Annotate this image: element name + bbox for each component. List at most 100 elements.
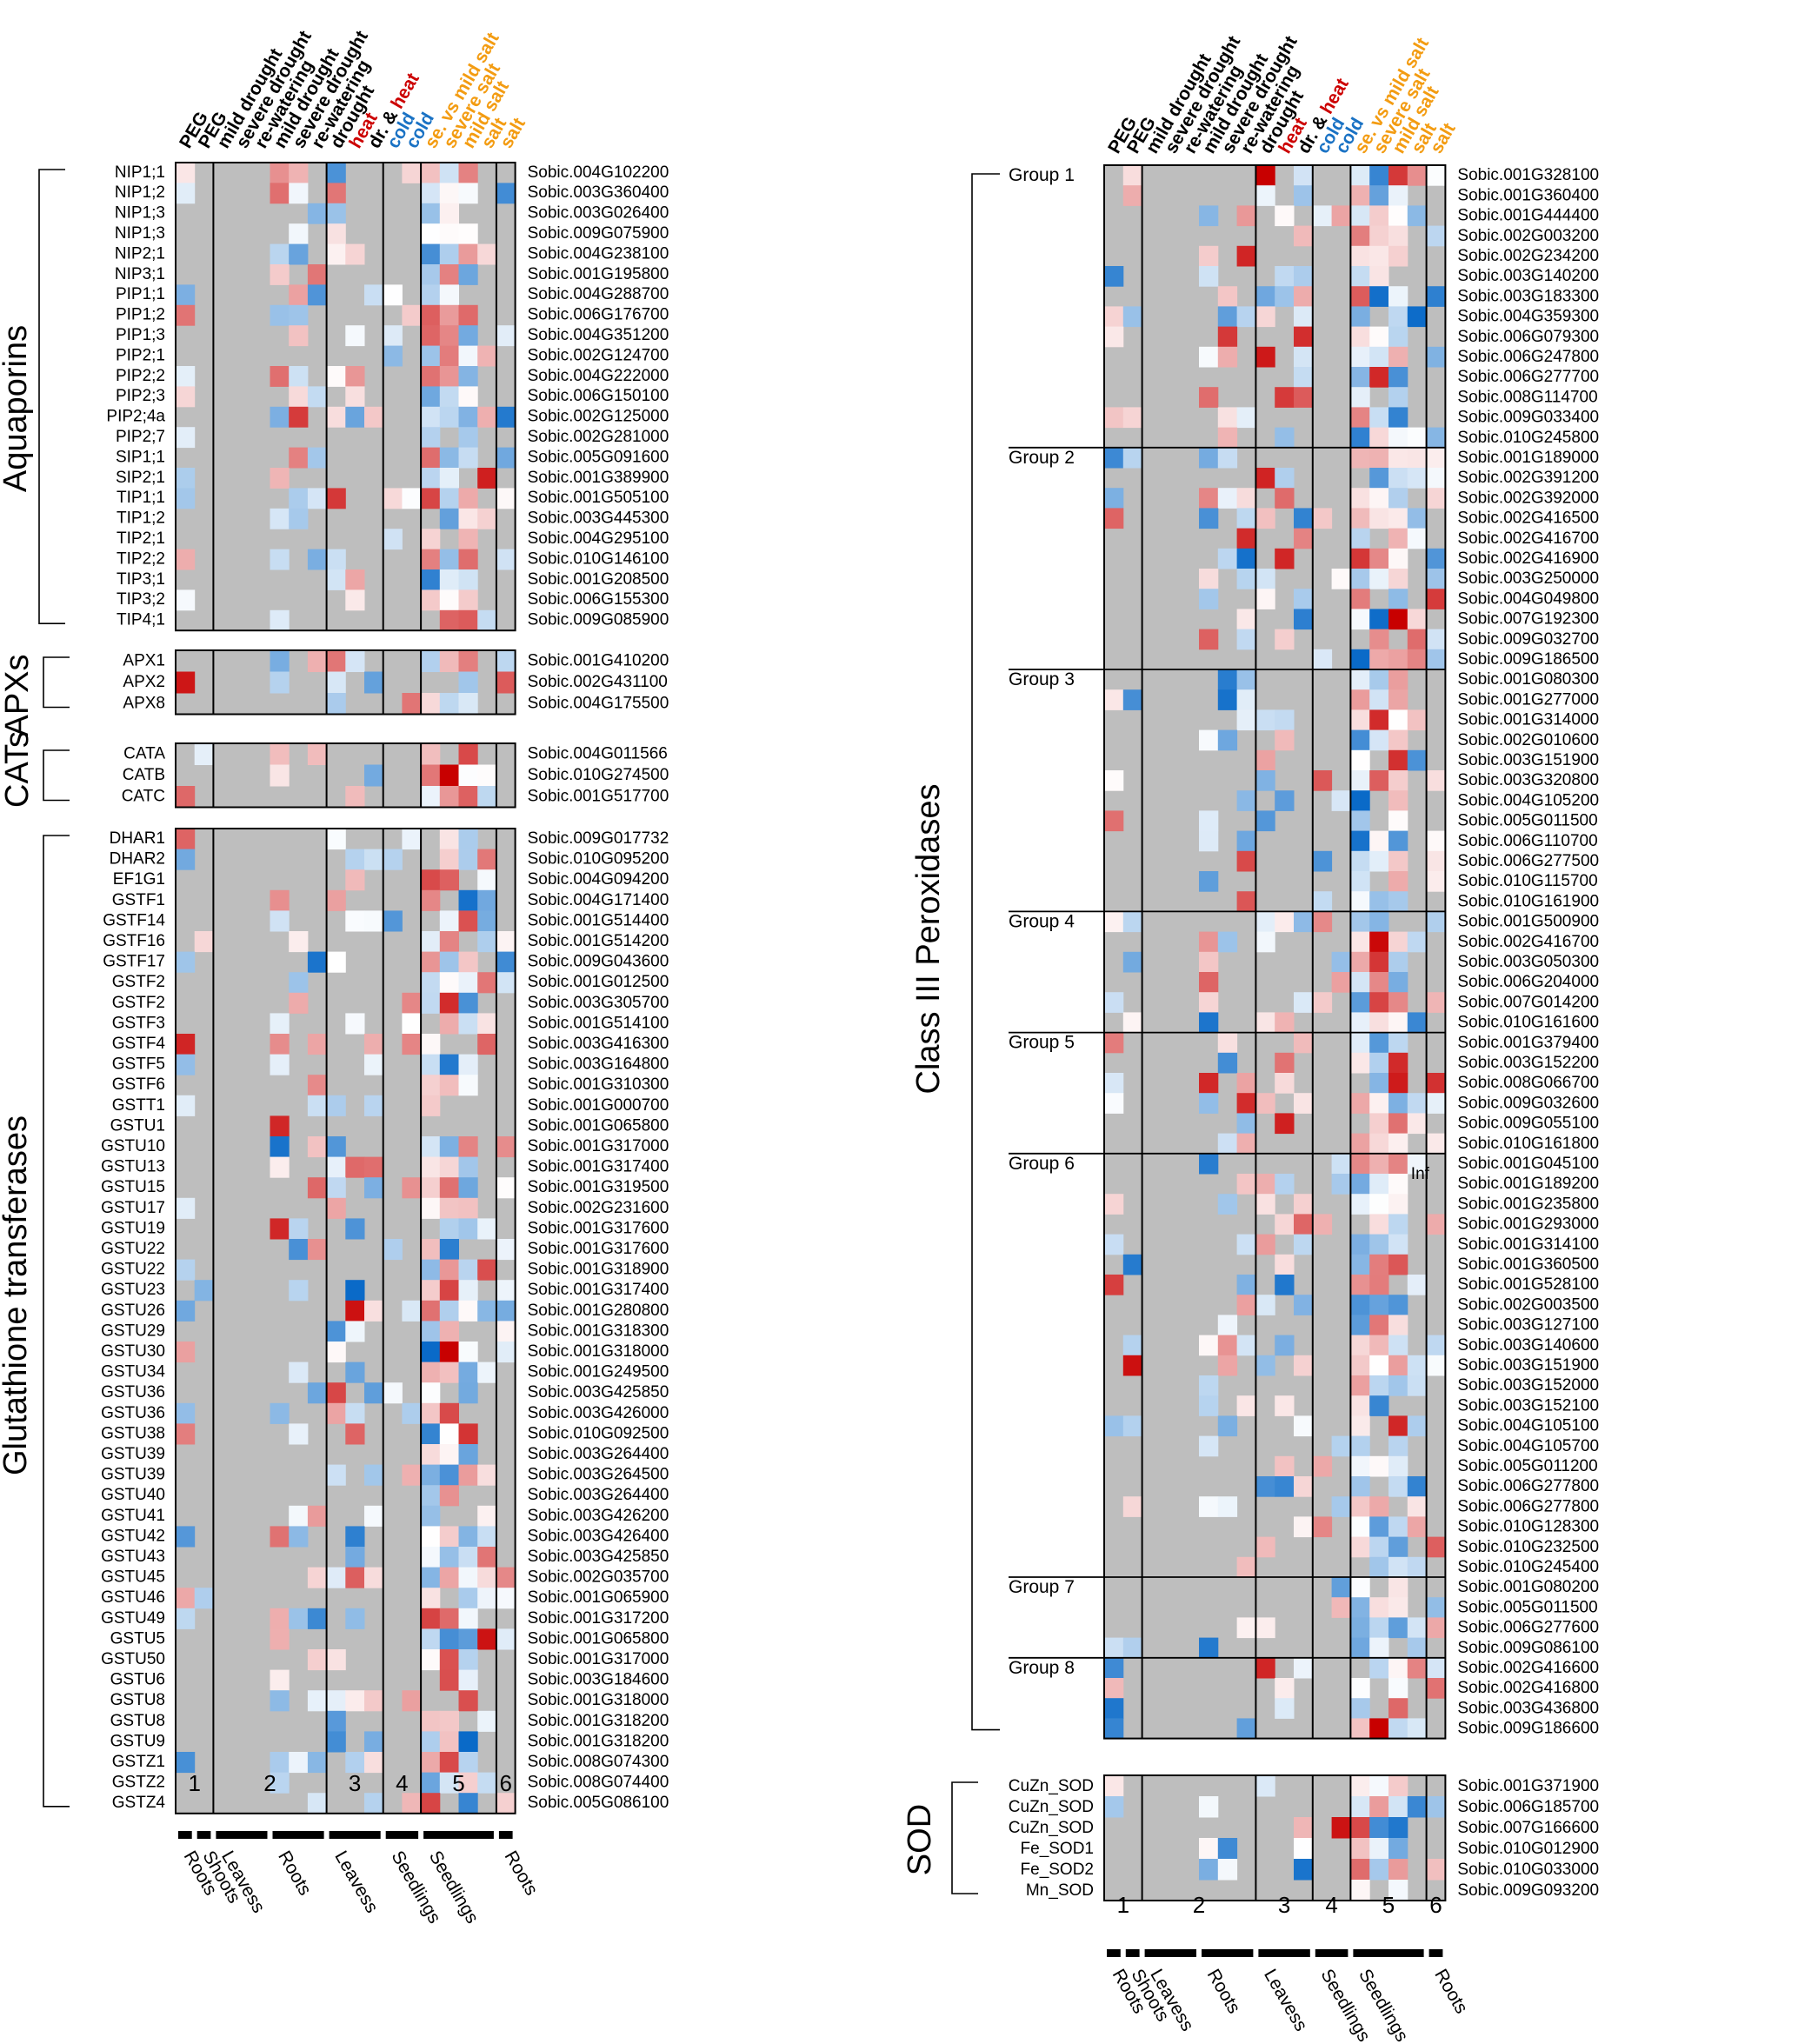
gene-id: Sobic.003G436800 — [1457, 1699, 1599, 1717]
left-0-cell — [421, 345, 441, 367]
left-0-cell — [289, 183, 309, 204]
left-0-cell — [477, 508, 497, 529]
left-3-cell — [270, 1526, 290, 1548]
right-peroxidase-cell — [1369, 1052, 1389, 1074]
left-0-cell — [270, 243, 290, 265]
left-3-cell — [477, 931, 497, 953]
left-0-cell — [383, 488, 403, 509]
right-peroxidase-cell — [1122, 1637, 1143, 1659]
right-peroxidase-cell — [1369, 346, 1389, 368]
gene-id: Sobic.006G277500 — [1457, 852, 1599, 870]
section-title-class-iii-peroxidases: Class III Peroxidases — [910, 784, 947, 1095]
left-0-cell — [421, 304, 441, 326]
left-3-cell — [345, 1547, 365, 1568]
left-3-cell — [326, 1464, 346, 1486]
right-peroxidase-cell — [1369, 427, 1389, 449]
right-peroxidase-cell — [1407, 1556, 1428, 1578]
right-peroxidase-cell — [1407, 1153, 1428, 1175]
left-3-cell — [421, 1321, 441, 1342]
right-peroxidase-cell — [1350, 1375, 1370, 1396]
left-3-cell — [364, 1054, 384, 1075]
right-peroxidase-cell — [1350, 488, 1370, 509]
gene-symbol: Mn_SOD — [1026, 1881, 1094, 1900]
left-3-cell — [421, 1793, 441, 1814]
left-3-cell — [345, 1280, 365, 1302]
gene-id: Sobic.009G032700 — [1457, 630, 1599, 649]
right-peroxidase-cell — [1294, 185, 1314, 206]
right-peroxidase-cell — [1407, 1093, 1428, 1114]
left-3-cell — [176, 1300, 196, 1322]
right-peroxidase-cell — [1350, 1435, 1370, 1457]
left-0-cell — [439, 345, 459, 367]
right-peroxidase-cell — [1407, 629, 1428, 650]
left-tissue-label: Roots — [274, 1848, 315, 1899]
left-0-cell — [289, 163, 309, 183]
gene-symbol: GSTU8 — [110, 1712, 165, 1730]
right-peroxidase-cell — [1388, 1597, 1408, 1618]
left-tissue-label: Roots — [501, 1848, 542, 1899]
right-peroxidase-cell — [1388, 1295, 1408, 1315]
left-experiment-number: 6 — [500, 1770, 512, 1796]
left-3-cell — [496, 931, 516, 953]
right-peroxidase-cell — [1217, 488, 1238, 509]
right-peroxidase-cell — [1217, 306, 1238, 328]
gene-id: Sobic.010G128300 — [1457, 1518, 1599, 1536]
left-1-cell — [270, 671, 290, 694]
gene-symbol: GSTU17 — [101, 1199, 165, 1217]
left-0-cell — [496, 447, 516, 469]
gene-id: Sobic.008G114700 — [1457, 388, 1597, 406]
left-3-cell — [458, 972, 478, 994]
right-peroxidase-cell — [1369, 1073, 1389, 1094]
gene-symbol: GSTU45 — [101, 1568, 165, 1587]
right-peroxidase-cell — [1426, 589, 1446, 609]
gene-symbol: TIP1;1 — [117, 489, 165, 507]
right-peroxidase-cell — [1350, 407, 1370, 429]
right-peroxidase-cell — [1104, 1698, 1124, 1719]
left-0-cell — [176, 549, 196, 570]
left-3-cell — [458, 889, 478, 911]
left-0-cell — [439, 366, 459, 387]
gene-id: Sobic.001G310300 — [528, 1075, 669, 1094]
left-3-cell — [458, 1218, 478, 1240]
gene-id: Sobic.010G012900 — [1457, 1840, 1599, 1858]
gene-id: Sobic.001G080300 — [1457, 670, 1599, 689]
right-peroxidase-cell — [1388, 1375, 1408, 1396]
right-peroxidase-cell — [1388, 1073, 1408, 1094]
gene-id: Sobic.005G011500 — [1457, 812, 1597, 830]
gene-id: Sobic.003G152200 — [1457, 1054, 1599, 1072]
right-peroxidase-cell — [1275, 1052, 1295, 1074]
left-2-cell — [270, 764, 290, 787]
gene-symbol: GSTU1 — [110, 1116, 165, 1135]
right-peroxidase-cell — [1407, 1476, 1428, 1497]
gene-id: Sobic.003G050300 — [1457, 953, 1599, 971]
left-0-cell — [176, 589, 196, 611]
right-peroxidase-cell — [1312, 1516, 1333, 1538]
left-3-cell — [421, 1485, 441, 1507]
right-peroxidase-cell — [1350, 1315, 1370, 1336]
right-peroxidase-cell — [1388, 1234, 1408, 1255]
section-title-sod: SOD — [902, 1804, 938, 1875]
right-peroxidase-cell — [1199, 1637, 1219, 1659]
right-peroxidase-cell — [1369, 367, 1389, 388]
right-peroxidase-cell — [1255, 468, 1275, 489]
right-peroxidase-cell — [1388, 1052, 1408, 1074]
right-peroxidase-cell — [1350, 548, 1370, 569]
right-peroxidase-cell — [1236, 1335, 1256, 1356]
left-3-cell — [402, 1300, 422, 1322]
right-peroxidase-cell — [1236, 669, 1256, 690]
gene-symbol: GSTU40 — [101, 1486, 165, 1504]
gene-id: Sobic.010G161800 — [1457, 1135, 1599, 1153]
right-peroxidase-cell — [1236, 1133, 1256, 1155]
gene-id: Sobic.001G317000 — [528, 1650, 669, 1668]
right-peroxidase-cell — [1104, 1718, 1124, 1740]
right-peroxidase-cell — [1369, 649, 1389, 670]
left-1-cell — [345, 650, 365, 672]
right-peroxidase-cell — [1407, 609, 1428, 630]
left-3-cell — [289, 1239, 309, 1261]
right-peroxidase-cell — [1331, 1174, 1351, 1195]
right-peroxidase-cell — [1350, 1476, 1370, 1497]
left-3-cell — [402, 829, 422, 850]
left-3-cell — [421, 992, 441, 1014]
gene-id: Sobic.002G125000 — [528, 408, 669, 426]
